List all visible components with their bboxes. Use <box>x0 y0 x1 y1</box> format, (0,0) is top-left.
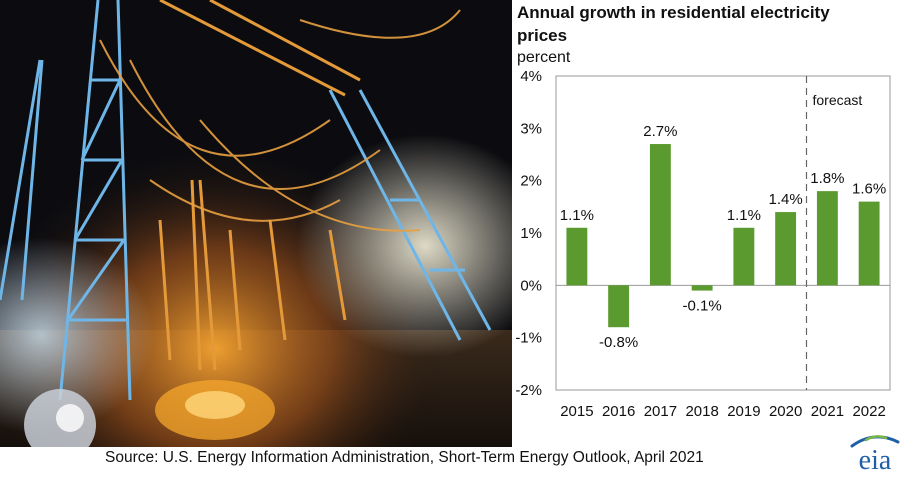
y-tick-label: -1% <box>515 330 542 347</box>
plot-border <box>555 75 891 391</box>
y-tick-label: -2% <box>515 382 542 399</box>
forecast-annotation: forecast <box>813 92 863 108</box>
chart-title-line1: Annual growth in residential electricity <box>517 3 830 22</box>
bar-2022 <box>858 201 880 286</box>
bar-2016 <box>608 285 630 328</box>
x-tick-label: 2020 <box>769 403 802 420</box>
y-axis-unit-label: percent <box>517 49 571 66</box>
data-label: 1.6% <box>852 181 886 198</box>
x-tick-label: 2021 <box>811 403 844 420</box>
logo-text: eia <box>859 445 892 472</box>
y-axis: 4% 3% 2% 1% 0% -1% -2% <box>515 68 542 399</box>
source-note: Source: U.S. Energy Information Administ… <box>105 449 704 466</box>
eia-logo: eia <box>850 435 900 472</box>
bar-2020 <box>775 212 797 286</box>
data-label: 2.7% <box>643 123 677 140</box>
y-tick-label: 0% <box>520 277 542 294</box>
bar-2015 <box>566 227 588 286</box>
x-tick-label: 2019 <box>727 403 760 420</box>
x-tick-label: 2015 <box>560 403 593 420</box>
x-tick-label: 2016 <box>602 403 635 420</box>
y-tick-label: 3% <box>520 120 542 137</box>
data-label: 1.8% <box>810 170 844 187</box>
data-labels: 1.1% -0.8% 2.7% -0.1% 1.1% 1.4% 1.8% 1.6% <box>560 123 886 351</box>
data-label: 1.4% <box>769 191 803 208</box>
data-label: -0.8% <box>599 334 638 351</box>
x-tick-label: 2017 <box>644 403 677 420</box>
data-label: -0.1% <box>683 298 722 315</box>
x-tick-label: 2018 <box>685 403 718 420</box>
bar-2018 <box>691 285 713 291</box>
data-label: 1.1% <box>560 207 594 224</box>
bar-2019 <box>733 227 755 286</box>
logo-arc-green <box>864 435 888 442</box>
bar-2017 <box>649 144 671 286</box>
substation-photo <box>0 0 512 447</box>
y-tick-label: 1% <box>520 225 542 242</box>
bar-2021 <box>816 191 838 286</box>
x-axis: 2015 2016 2017 2018 2019 2020 2021 2022 <box>560 403 886 420</box>
chart-title-line2: prices <box>517 26 567 45</box>
y-tick-label: 4% <box>520 68 542 85</box>
bars <box>566 144 880 328</box>
y-tick-label: 2% <box>520 173 542 190</box>
x-tick-label: 2022 <box>852 403 885 420</box>
data-label: 1.1% <box>727 207 761 224</box>
